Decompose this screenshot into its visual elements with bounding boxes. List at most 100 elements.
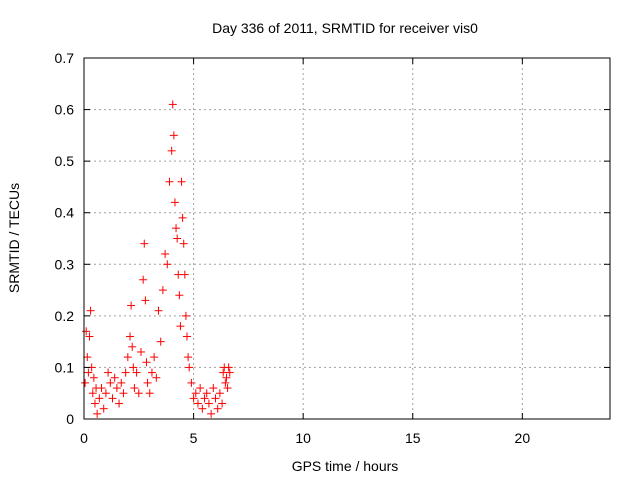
- data-point: [211, 394, 220, 403]
- data-point: [104, 368, 113, 377]
- data-point: [183, 332, 192, 341]
- data-point: [158, 286, 167, 295]
- data-point: [152, 373, 161, 382]
- data-point: [200, 394, 209, 403]
- data-point: [207, 409, 216, 418]
- data-point: [145, 389, 154, 398]
- data-point: [209, 384, 218, 393]
- x-tick-label: 5: [190, 430, 198, 446]
- data-point: [141, 296, 150, 305]
- data-point: [223, 384, 232, 393]
- data-point: [221, 378, 230, 387]
- x-tick-label: 0: [80, 430, 88, 446]
- data-point: [181, 311, 190, 320]
- data-point: [163, 260, 172, 269]
- data-point: [225, 368, 234, 377]
- data-point: [117, 378, 126, 387]
- data-point: [173, 234, 182, 243]
- data-point: [119, 389, 128, 398]
- data-point: [136, 347, 145, 356]
- data-point: [123, 353, 132, 362]
- data-point: [198, 404, 207, 413]
- data-point: [176, 322, 185, 331]
- data-point: [180, 270, 189, 279]
- data-point: [97, 384, 106, 393]
- x-tick-label: 15: [405, 430, 421, 446]
- data-point: [143, 378, 152, 387]
- y-tick-label: 0.2: [55, 308, 75, 324]
- data-point: [189, 394, 198, 403]
- data-point: [93, 409, 102, 418]
- data-point: [147, 368, 156, 377]
- data-point: [127, 301, 136, 310]
- data-point: [218, 399, 227, 408]
- data-point: [169, 131, 178, 140]
- data-point: [88, 389, 97, 398]
- plot-frame: [83, 57, 611, 420]
- data-point: [193, 399, 202, 408]
- data-point: [89, 373, 98, 382]
- data-point: [86, 306, 95, 315]
- data-point: [110, 373, 119, 382]
- y-tick-label: 0.1: [55, 359, 75, 375]
- data-point: [150, 353, 159, 362]
- data-point: [172, 224, 181, 233]
- data-point: [167, 146, 176, 155]
- grid-layer: [84, 58, 610, 419]
- data-point: [85, 332, 94, 341]
- y-tick-label: 0.6: [55, 102, 75, 118]
- data-point: [215, 389, 224, 398]
- data-point: [175, 291, 184, 300]
- y-tick-label: 0.5: [55, 153, 75, 169]
- y-tick-label: 0: [66, 411, 74, 427]
- data-point: [202, 389, 211, 398]
- data-point: [115, 399, 124, 408]
- data-point: [90, 399, 99, 408]
- y-tick-label: 0.3: [55, 256, 75, 272]
- data-point: [154, 306, 163, 315]
- data-point: [224, 363, 233, 372]
- data-point: [179, 239, 188, 248]
- data-point: [185, 363, 194, 372]
- data-point: [121, 368, 130, 377]
- data-point: [126, 332, 135, 341]
- data-point: [184, 353, 193, 362]
- data-point: [84, 368, 93, 377]
- data-point: [213, 404, 222, 413]
- data-point: [165, 177, 174, 186]
- data-point: [170, 198, 179, 207]
- data-point: [178, 213, 187, 222]
- data-point: [132, 368, 141, 377]
- axis-layer: 0 0.1 0.2 0.3 0.4 0.5 0.6 0.7 0 5 10 15 20: [55, 50, 610, 446]
- data-point: [108, 394, 117, 403]
- data-point: [95, 394, 104, 403]
- data-point: [222, 373, 231, 382]
- data-point: [99, 404, 108, 413]
- data-point: [139, 275, 148, 284]
- data-point: [130, 384, 139, 393]
- data-point: [156, 337, 165, 346]
- data-point: [187, 378, 196, 387]
- data-point: [177, 177, 186, 186]
- data-point: [83, 353, 92, 362]
- chart-title: Day 336 of 2011, SRMTID for receiver vis…: [212, 20, 478, 36]
- data-point: [112, 384, 121, 393]
- x-tick-label: 10: [295, 430, 311, 446]
- y-axis-label: SRMTID / TECUs: [6, 183, 22, 293]
- data-point: [142, 358, 151, 367]
- data-point: [106, 378, 115, 387]
- y-tick-label: 0.7: [55, 50, 75, 66]
- data-point: [168, 100, 177, 109]
- data-point: [204, 399, 213, 408]
- data-point: [140, 239, 149, 248]
- data-point: [191, 389, 200, 398]
- points-layer: [81, 100, 234, 418]
- data-point: [128, 342, 137, 351]
- data-point: [161, 249, 170, 258]
- x-tick-label: 20: [515, 430, 531, 446]
- data-point: [101, 389, 110, 398]
- data-point: [196, 384, 205, 393]
- data-point: [129, 363, 138, 372]
